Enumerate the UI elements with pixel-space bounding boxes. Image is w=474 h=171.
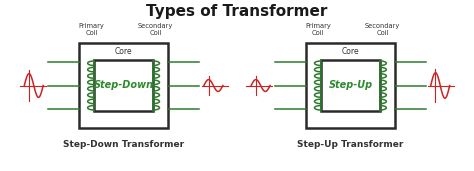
Text: Types of Transformer: Types of Transformer [146, 4, 328, 19]
Text: Secondary
Coil: Secondary Coil [138, 23, 173, 36]
Text: Step-Up Transformer: Step-Up Transformer [297, 140, 404, 149]
Text: Secondary
Coil: Secondary Coil [365, 23, 400, 36]
Text: Core: Core [115, 47, 132, 56]
Text: Step-Down: Step-Down [93, 81, 154, 90]
Bar [94, 60, 154, 111]
Text: Step-Up: Step-Up [328, 81, 373, 90]
Text: Core: Core [342, 47, 359, 56]
Bar [306, 43, 395, 128]
Bar [79, 43, 168, 128]
Text: Primary
Coil: Primary Coil [79, 23, 104, 36]
Text: Step-Down Transformer: Step-Down Transformer [63, 140, 184, 149]
Bar [320, 60, 380, 111]
Text: Primary
Coil: Primary Coil [305, 23, 331, 36]
